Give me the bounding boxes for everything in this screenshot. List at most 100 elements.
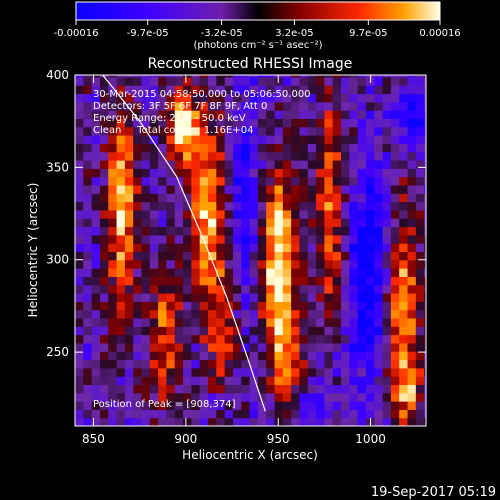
heatmap-cell — [415, 359, 425, 369]
heatmap-cell — [382, 284, 392, 294]
heatmap-cell — [149, 301, 159, 311]
heatmap-cell — [166, 201, 176, 211]
heatmap-cell — [141, 76, 151, 86]
heatmap-cell — [141, 301, 151, 311]
heatmap-cell — [307, 209, 317, 219]
heatmap-cell — [241, 143, 251, 153]
heatmap-cell — [174, 168, 184, 178]
heatmap-cell — [357, 334, 367, 344]
heatmap-cell — [357, 309, 367, 319]
heatmap-cell — [216, 159, 226, 169]
heatmap-cell — [83, 276, 93, 286]
heatmap-cell — [141, 135, 151, 144]
heatmap-cell — [141, 409, 151, 419]
heatmap-cell — [216, 376, 226, 386]
heatmap-cell — [357, 317, 367, 327]
heatmap-cell — [191, 259, 201, 269]
heatmap-cell — [133, 284, 143, 294]
heatmap-cell — [75, 234, 84, 244]
heatmap-cell — [365, 218, 375, 228]
heatmap-cell — [75, 326, 84, 336]
heatmap-cell — [407, 143, 417, 153]
heatmap-cell — [407, 209, 417, 219]
heatmap-cell — [249, 234, 259, 244]
heatmap-cell — [183, 93, 192, 103]
heatmap-cell — [108, 309, 118, 319]
heatmap-cell — [91, 284, 101, 294]
heatmap-cell — [249, 135, 259, 144]
heatmap-cell — [257, 184, 267, 194]
heatmap-cell — [133, 193, 143, 203]
heatmap-cell — [357, 259, 367, 269]
heatmap-cell — [257, 143, 267, 153]
heatmap-cell — [124, 75, 134, 78]
heatmap-cell — [191, 76, 201, 86]
solar-limb-line — [102, 75, 266, 412]
colorbar-units: (photons cm⁻² s⁻¹ asec⁻²) — [193, 40, 322, 51]
heatmap-cell — [83, 243, 93, 253]
heatmap-cell — [332, 334, 342, 344]
heatmap-cell — [307, 243, 317, 253]
heatmap-cell — [216, 392, 226, 402]
heatmap-cell — [407, 359, 417, 369]
heatmap-cell — [307, 168, 317, 178]
heatmap-cell — [241, 309, 251, 319]
heatmap-cell — [399, 75, 409, 78]
heatmap-cell — [183, 126, 192, 136]
heatmap-cell — [316, 168, 325, 178]
heatmap-cell — [341, 209, 350, 219]
heatmap-cell — [199, 101, 209, 111]
heatmap-cell — [158, 309, 168, 319]
heatmap-cell — [141, 384, 151, 394]
heatmap-cell — [424, 151, 426, 161]
heatmap-cell — [274, 259, 284, 269]
heatmap-cell — [324, 301, 334, 311]
heatmap-cell — [108, 276, 118, 286]
heatmap-cell — [291, 243, 301, 253]
heatmap-cell — [257, 317, 267, 327]
heatmap-cell — [282, 193, 292, 203]
heatmap-cell — [158, 367, 168, 377]
heatmap-cell — [382, 259, 392, 269]
heatmap-cell — [83, 384, 93, 394]
heatmap-cell — [91, 301, 101, 311]
heatmap-cell — [307, 409, 317, 419]
heatmap-cell — [407, 284, 417, 294]
heatmap-cell — [183, 118, 192, 128]
heatmap-cell — [241, 226, 251, 236]
heatmap-cell — [141, 110, 151, 120]
heatmap-cell — [224, 135, 234, 144]
heatmap-cell — [316, 234, 325, 244]
heatmap-cell — [116, 126, 126, 136]
heatmap-cell — [316, 276, 325, 286]
heatmap-cell — [282, 209, 292, 219]
heatmap-cell — [241, 85, 251, 95]
heatmap-cell — [191, 184, 201, 194]
heatmap-cell — [199, 417, 209, 426]
heatmap-cell — [183, 317, 192, 327]
heatmap-cell — [191, 334, 201, 344]
heatmap-cell — [108, 201, 118, 211]
heatmap-cell — [241, 351, 251, 361]
heatmap-cell — [249, 218, 259, 228]
heatmap-cell — [158, 417, 168, 426]
heatmap-cell — [332, 351, 342, 361]
heatmap-cell — [266, 193, 276, 203]
heatmap-cell — [166, 317, 176, 327]
heatmap-cell — [108, 259, 118, 269]
heatmap-cell — [216, 110, 226, 120]
heatmap-cell — [341, 184, 350, 194]
heatmap-cell — [191, 226, 201, 236]
heatmap-cell — [399, 359, 409, 369]
heatmap-cell — [266, 259, 276, 269]
colorbar-tick-label: 3.2e-05 — [275, 28, 313, 39]
heatmap-cell — [133, 292, 143, 302]
heatmap-cell — [407, 251, 417, 261]
heatmap-cell — [141, 243, 151, 253]
heatmap-cell — [349, 334, 359, 344]
heatmap-cell — [365, 359, 375, 369]
heatmap-cell — [407, 243, 417, 253]
heatmap-cell — [299, 193, 309, 203]
heatmap-cell — [415, 243, 425, 253]
heatmap-cell — [174, 351, 184, 361]
